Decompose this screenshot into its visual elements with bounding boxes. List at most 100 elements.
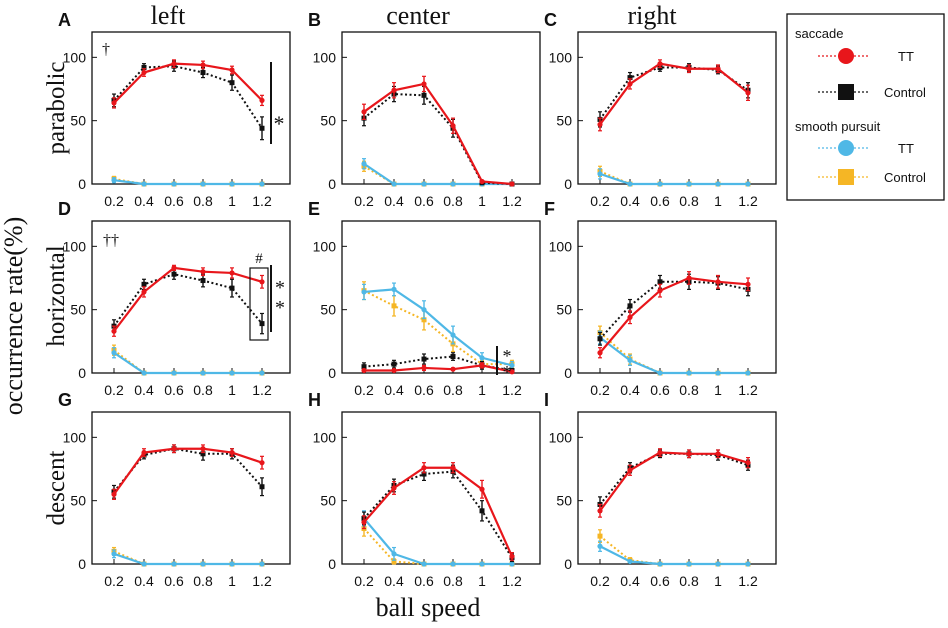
panel-d-saccade-tt-line — [113, 266, 263, 332]
panel-e-xtick-label: 0.6 — [414, 382, 434, 398]
panel-f-saccade-tt-point — [715, 279, 721, 285]
panel-c-xtick-label: 0.8 — [679, 193, 699, 209]
legend-saccade-control-label: Control — [884, 85, 926, 100]
panel-i-saccade-tt-point — [745, 460, 751, 466]
legend-smooth-control-label: Control — [884, 170, 926, 185]
panel-f-saccade-control-point — [657, 279, 663, 285]
legend-saccade-tt-label: TT — [898, 49, 914, 64]
panel-f-smooth-tt-point — [657, 370, 663, 376]
panel-e-smooth-tt-point — [391, 286, 397, 292]
panel-i-saccade-tt-line — [599, 451, 749, 512]
panel-f-smooth-tt-point — [745, 370, 751, 376]
panel-d-saccade-control-point — [229, 285, 235, 291]
panel-g-saccade-tt-point — [111, 491, 117, 497]
panel-a-asterisk: * — [274, 111, 285, 136]
panel-e-letter: E — [308, 199, 320, 219]
panel-h-ytick-label: 50 — [320, 493, 336, 509]
panel-c-saccade-tt-point — [745, 90, 751, 96]
panel-a-smooth-tt-line — [113, 179, 262, 186]
panel-a-saccade-control-point — [259, 125, 265, 131]
panel-b-smooth-tt-point — [421, 181, 427, 187]
panel-e-smooth-tt-point — [421, 307, 427, 313]
panel-a-saccade-tt-line — [113, 62, 263, 104]
panel-f-xtick-label: 0.8 — [679, 382, 699, 398]
panel-g-smooth-tt-point — [200, 561, 206, 567]
panel-a-xtick-label: 0.4 — [134, 193, 154, 209]
panel-b-xtick-label: 1.2 — [502, 193, 522, 209]
panel-h-frame — [341, 411, 541, 565]
panel-h-smooth-control-line — [363, 527, 512, 565]
panel-h-saccade-tt-line — [363, 466, 514, 557]
panel-g-smooth-tt-line — [113, 552, 262, 566]
panel-b-ytick-label: 50 — [320, 113, 336, 129]
panel-a-xtick-label: 1 — [228, 193, 236, 209]
panel-e-saccade-control-point — [421, 356, 427, 362]
panel-d-smooth-tt-point — [141, 370, 147, 376]
panel-g-smooth-tt-point — [259, 561, 265, 567]
panel-i-xtick-label: 0.8 — [679, 573, 699, 589]
panel-e-smooth-tt-line — [363, 288, 513, 367]
panel-g-ytick-label: 100 — [63, 429, 87, 445]
panel-b: 0 50 100 0.2 0.4 0.6 0.8 1 1.2 B — [308, 10, 541, 209]
panel-b-ytick-label: 100 — [313, 49, 337, 65]
panel-g-saccade-tt-point — [229, 449, 235, 456]
panel-i-ytick-label: 0 — [564, 556, 572, 572]
panel-a-frame — [91, 31, 291, 185]
panel-b-xtick-label: 1 — [478, 193, 486, 209]
panel-a-smooth-tt-point — [171, 181, 177, 187]
panel-h-saccade-tt-point — [450, 465, 456, 471]
panel-i-xtick-label: 0.2 — [590, 573, 610, 589]
panel-e-smooth-tt-point — [509, 362, 515, 368]
panel-c-saccade-tt-point — [657, 61, 663, 67]
panel-d-saccade-tt-point — [141, 289, 147, 295]
legend-saccade-title: saccade — [795, 26, 843, 41]
panel-f-saccade-control-point — [627, 303, 633, 309]
panel-b-saccade-tt-point — [450, 123, 456, 129]
panel-h-xtick-label: 0.6 — [414, 573, 434, 589]
panel-e-smooth-control-point — [421, 317, 427, 323]
panel-d-saccade-tt-point — [111, 328, 117, 334]
panel-i-saccade-tt-point — [657, 449, 663, 456]
panel-d: 0 50 100 0.2 0.4 0.6 0.8 1 1.2 D — [58, 199, 291, 398]
panel-h-smooth-tt-point — [391, 551, 397, 557]
panel-f-saccade-tt-point — [597, 350, 603, 356]
panel-a-smooth-tt-point — [229, 181, 235, 187]
panel-d-highlight-box — [249, 267, 269, 341]
panel-g-smooth-tt-point — [111, 551, 117, 557]
panel-a-smooth-tt-point — [141, 181, 147, 187]
panel-f-ytick-label: 100 — [549, 238, 573, 254]
panel-d-xtick-label: 0.8 — [193, 382, 213, 398]
col-title-right: right — [627, 1, 677, 30]
panel-a-saccade-control-point — [229, 80, 235, 86]
panel-f-frame — [577, 220, 777, 374]
panel-d-double-dagger: †† — [103, 232, 119, 249]
panel-c-saccade-tt-point — [597, 121, 603, 128]
panel-b-smooth-tt-point — [450, 181, 456, 187]
panel-e-xtick-label: 0.4 — [384, 382, 404, 398]
panel-e-saccade-tt-line — [364, 364, 513, 373]
panel-h-saccade-tt-point — [479, 486, 485, 492]
panel-h-smooth-tt-point — [421, 561, 427, 567]
panel-c-smooth-tt-point — [745, 181, 751, 187]
panel-f-xtick-label: 1 — [714, 382, 722, 398]
panel-d-ytick-label: 50 — [70, 302, 86, 318]
panel-d-ytick-label: 0 — [78, 365, 86, 381]
panel-i-smooth-tt-point — [657, 561, 663, 567]
panel-f-smooth-tt-line — [599, 336, 748, 375]
panel-g-saccade-tt-point — [200, 446, 206, 452]
panel-i-xtick-label: 0.6 — [650, 573, 670, 589]
panel-c-saccade-tt-point — [627, 81, 633, 87]
col-title-center: center — [386, 1, 450, 30]
panel-a-smooth-tt-point — [200, 181, 206, 187]
panel-d-smooth-tt-point — [200, 370, 206, 376]
panel-h-ytick-label: 0 — [328, 556, 336, 572]
panel-f-ytick-label: 0 — [564, 365, 572, 381]
panel-i-xtick-label: 1.2 — [738, 573, 758, 589]
panel-e-xtick-label: 0.8 — [443, 382, 463, 398]
panel-b-saccade-tt-point — [361, 109, 367, 115]
panel-h-saccade-tt-point — [421, 465, 427, 471]
panel-b-saccade-control-point — [421, 92, 427, 98]
panel-h-xtick-label: 0.2 — [354, 573, 374, 589]
panel-i-smooth-tt-point — [627, 558, 633, 565]
panel-f-saccade-tt-point — [657, 288, 663, 294]
